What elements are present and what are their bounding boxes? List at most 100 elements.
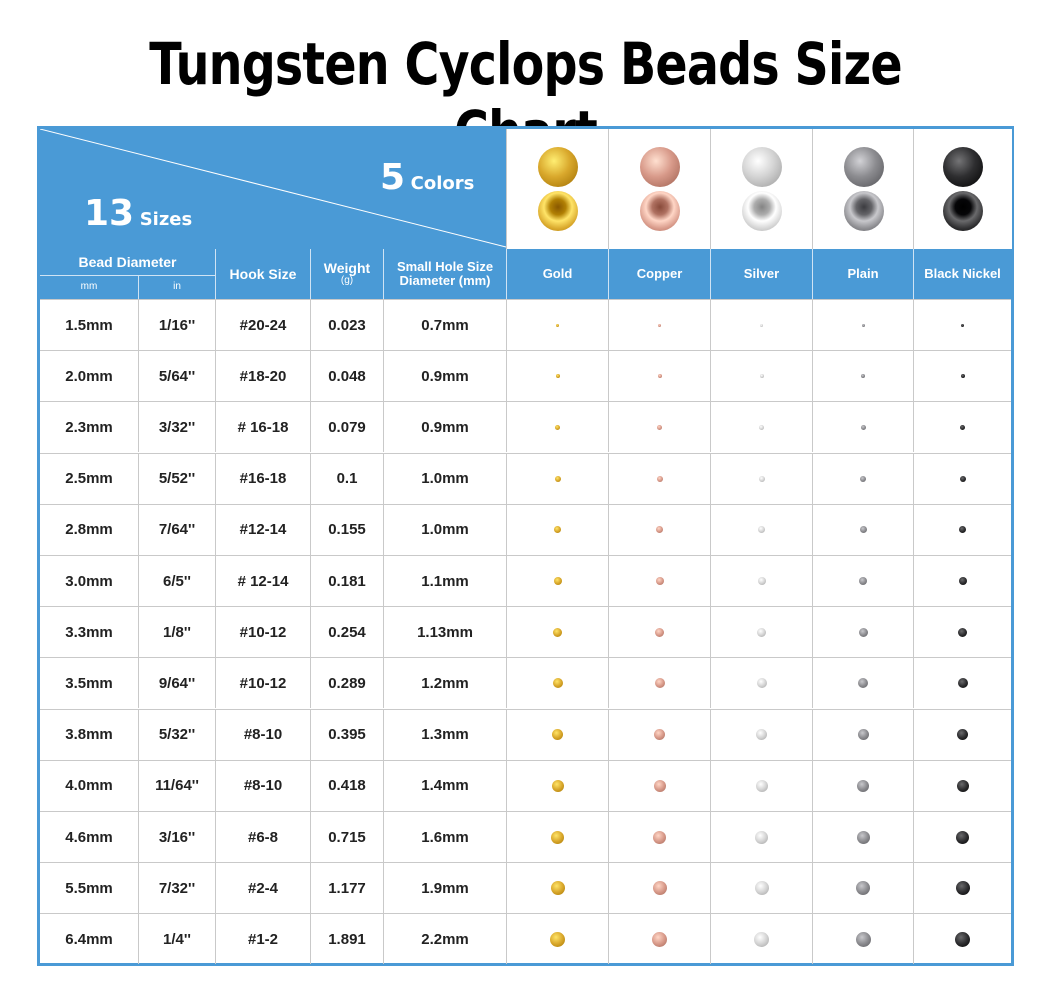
bead-dot-icon [960, 374, 965, 379]
bead-dot-icon [554, 526, 561, 534]
header-hole-size: Small Hole Size Diameter (mm) [383, 249, 506, 299]
bead-dot-icon [860, 475, 866, 482]
cell-mm: 2.8mm [65, 521, 113, 539]
cell-bead-silver [710, 556, 812, 606]
cell-bead-black-nickel [913, 658, 1011, 709]
cell-bead-copper [608, 402, 710, 453]
cell-bead-copper [608, 504, 710, 555]
bead-dot-icon [653, 830, 666, 844]
cell-bead-plain [812, 351, 913, 402]
bead-dot-icon [657, 374, 662, 379]
bead-dot-icon [655, 577, 664, 585]
cell-weight: 1.177 [310, 863, 383, 914]
sizes-count: 13 Sizes [84, 193, 192, 234]
cell-hole: 1.9mm [383, 863, 506, 914]
cell-hook: #1-2 [215, 914, 310, 965]
bead-dot-icon [656, 526, 663, 534]
cell-bead-plain [812, 709, 913, 760]
cell-in: 7/64'' [138, 504, 215, 555]
cell-in: 1/4'' [138, 914, 215, 965]
cell-in: 7/32'' [138, 863, 215, 914]
colors-count: 5 Colors [380, 157, 474, 198]
cell-hook: #10-12 [215, 607, 310, 658]
cell-bead-black-nickel [913, 607, 1011, 658]
cell-in: 3/32'' [138, 402, 215, 453]
bead-dot-icon [555, 374, 560, 379]
bead-dot-icon [654, 678, 665, 689]
bead-front-icon [742, 147, 782, 187]
bead-dot-icon [860, 424, 866, 430]
cell-bead-black-nickel [913, 812, 1011, 862]
cell-bead-gold [506, 812, 608, 862]
cell-hole: 0.9mm [383, 351, 506, 402]
cell-in: 1/16'' [138, 300, 215, 350]
bead-hole-icon [843, 191, 884, 231]
bead-dot-icon [757, 577, 766, 585]
bead-dot-icon [956, 830, 969, 844]
cell-weight: 0.395 [310, 709, 383, 760]
bead-dot-icon [858, 627, 868, 637]
cell-bead-silver [710, 709, 812, 760]
bead-dot-icon [758, 526, 765, 534]
table-row: 3.5mm 9/64'' #10-12 0.289 1.2mm [40, 657, 1011, 709]
bead-dot-icon [855, 931, 871, 947]
cell-mm: 4.6mm [65, 828, 113, 846]
cell-hook: #10-12 [215, 658, 310, 709]
header-hook-size: Hook Size [215, 249, 310, 299]
cell-bead-black-nickel [913, 914, 1011, 965]
cell-bead-black-nickel [913, 504, 1011, 555]
cell-hole: 1.1mm [383, 556, 506, 606]
header-weight-label: Weight [323, 260, 371, 277]
bead-dot-icon [957, 729, 968, 741]
cell-hook: #16-18 [215, 453, 310, 504]
cell-bead-gold [506, 300, 608, 350]
table-row: 3.0mm 6/5'' # 12-14 0.181 1.1mm [40, 555, 1011, 606]
cell-weight: 0.079 [310, 402, 383, 453]
cell-hole: 1.3mm [383, 709, 506, 760]
bead-dot-icon [759, 424, 764, 430]
bead-dot-icon [857, 779, 869, 792]
cell-weight: 0.181 [310, 556, 383, 606]
cell-bead-plain [812, 556, 913, 606]
header-color-black-nickel: Black Nickel [913, 249, 1011, 299]
cell-bead-silver [710, 300, 812, 350]
cell-hook: #20-24 [215, 300, 310, 350]
cell-in: 5/64'' [138, 351, 215, 402]
cell-hook: # 12-14 [215, 556, 310, 606]
swatch-black-nickel [913, 129, 1012, 249]
cell-weight: 0.048 [310, 351, 383, 402]
bead-dot-icon [551, 779, 564, 792]
table-row: 3.3mm 1/8'' #10-12 0.254 1.13mm [40, 606, 1011, 658]
bead-dot-icon [755, 830, 768, 844]
cell-hook: # 16-18 [215, 402, 310, 453]
bead-dot-icon [956, 779, 969, 792]
header-mm: mm [40, 275, 138, 299]
table-corner-header: 13 Sizes 5 Colors [40, 129, 506, 249]
bead-dot-icon [858, 678, 868, 689]
table-row: 2.3mm 3/32'' # 16-18 0.079 0.9mm [40, 401, 1011, 453]
cell-mm: 3.3mm [65, 623, 113, 641]
cell-weight: 1.891 [310, 914, 383, 965]
bead-dot-icon [755, 779, 768, 792]
cell-bead-gold [506, 760, 608, 811]
cell-weight: 0.023 [310, 300, 383, 350]
swatch-plain [812, 129, 914, 249]
bead-dot-icon [759, 374, 764, 379]
header-color-gold: Gold [506, 249, 608, 299]
cell-hook: #8-10 [215, 760, 310, 811]
bead-dot-icon [757, 627, 766, 637]
cell-mm: 3.5mm [65, 674, 113, 692]
cell-bead-copper [608, 760, 710, 811]
bead-dot-icon [960, 424, 965, 430]
cell-hook: #2-4 [215, 863, 310, 914]
cell-in: 3/16'' [138, 812, 215, 862]
cell-mm: 2.0mm [65, 367, 113, 385]
cell-weight: 0.418 [310, 760, 383, 811]
cell-bead-copper [608, 351, 710, 402]
cell-bead-plain [812, 812, 913, 862]
cell-mm: 4.0mm [65, 777, 113, 795]
cell-bead-gold [506, 402, 608, 453]
cell-hole: 2.2mm [383, 914, 506, 965]
bead-dot-icon [861, 323, 865, 327]
bead-dot-icon [959, 526, 966, 534]
